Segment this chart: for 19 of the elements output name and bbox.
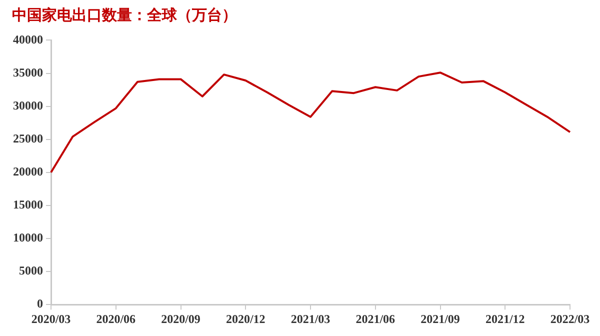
x-tick-label: 2021/06 <box>356 312 396 326</box>
y-tick-label: 40000 <box>13 32 43 46</box>
y-tick-label: 10000 <box>13 230 43 245</box>
x-tick-label: 2021/09 <box>420 312 460 326</box>
x-tick-label: 2020/03 <box>31 312 71 326</box>
y-tick-label: 35000 <box>13 65 43 80</box>
x-tick-label: 2020/12 <box>226 312 266 326</box>
y-tick-label: 15000 <box>13 198 43 212</box>
chart-title: 中国家电出口数量：全球（万台） <box>12 6 237 25</box>
y-tick-label: 30000 <box>13 98 43 112</box>
x-tick-label: 2020/06 <box>96 312 136 326</box>
x-tick-label: 2020/09 <box>161 312 200 326</box>
x-tick-label: 2021/12 <box>485 312 525 326</box>
x-tick-label: 2021/03 <box>290 312 330 326</box>
y-tick-label: 25000 <box>13 131 43 146</box>
y-tick-label: 5000 <box>19 264 43 278</box>
x-tick-label: 2022/03 <box>550 312 590 326</box>
y-tick-label: 0 <box>37 296 43 311</box>
y-tick-label: 20000 <box>13 164 43 178</box>
